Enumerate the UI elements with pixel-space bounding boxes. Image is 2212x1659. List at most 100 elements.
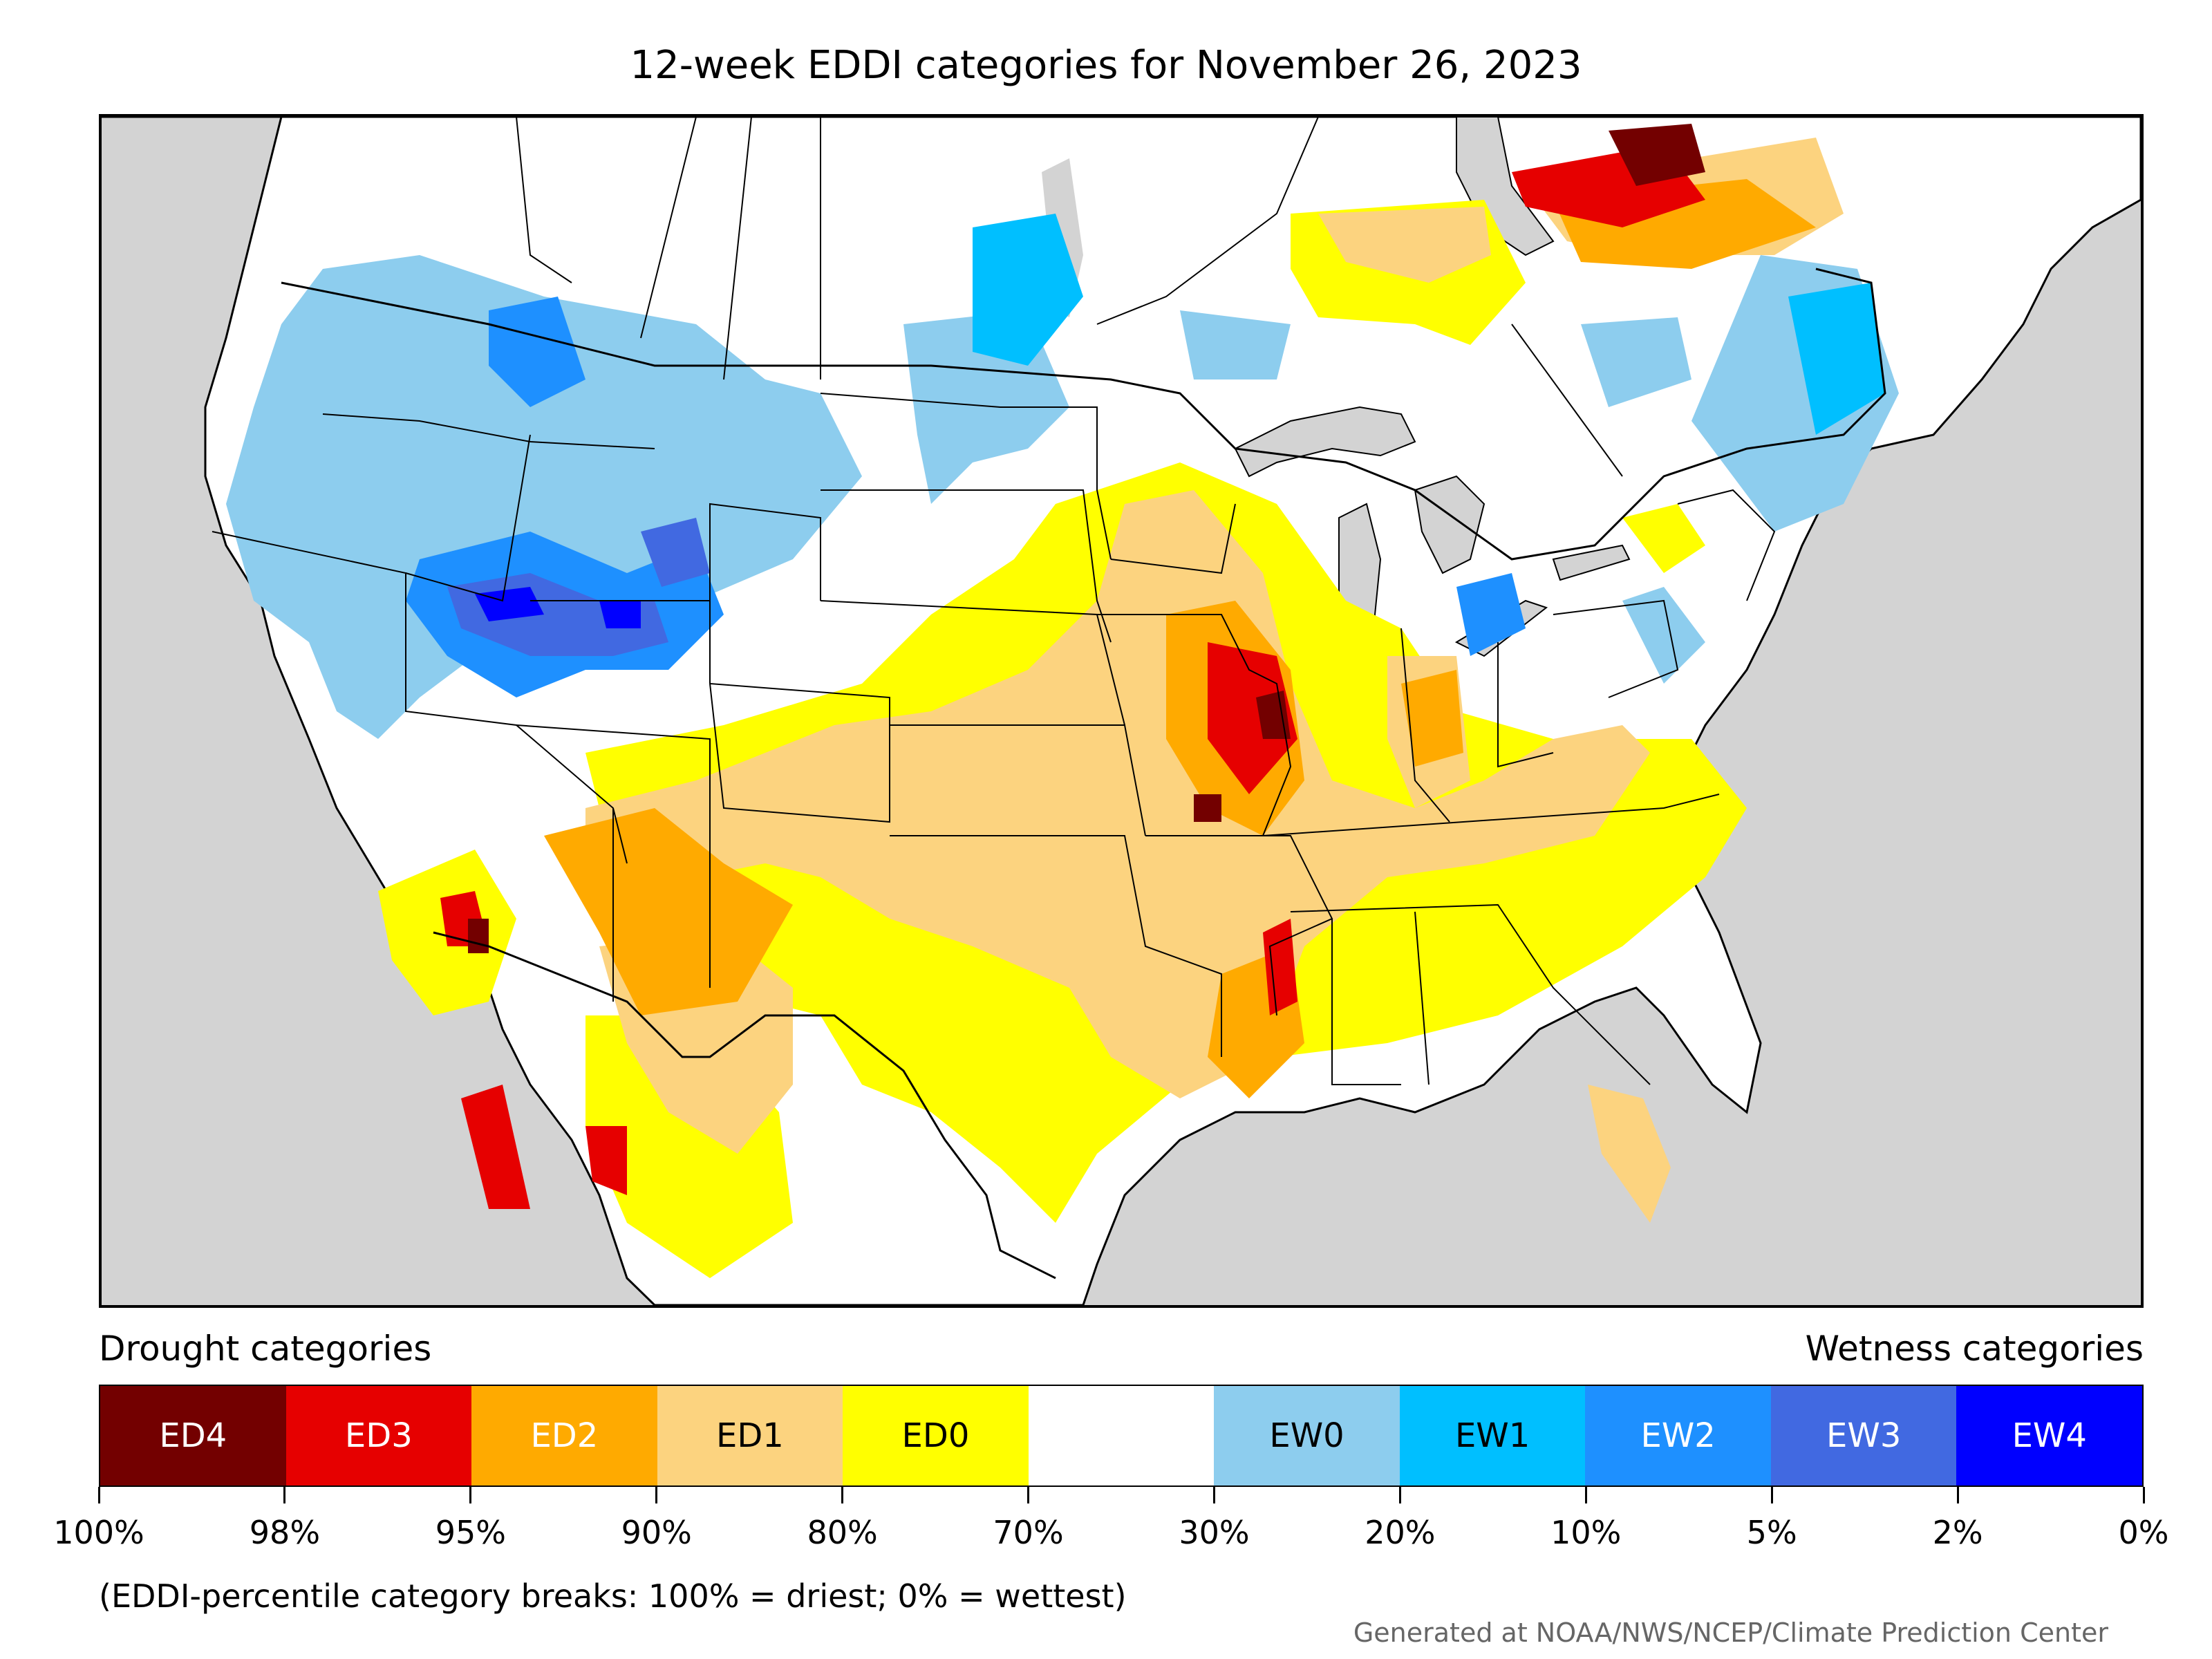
legend-tick [1398,1487,1401,1503]
state-line [820,393,1112,560]
state-line [1331,919,1401,1085]
eddi-category-patches [226,124,1899,1278]
legend-tick [1956,1487,1959,1503]
state-line [1497,642,1554,768]
legend-cell-ew0: EW0 [1214,1386,1400,1485]
legend-cell-ew1: EW1 [1399,1386,1586,1485]
patch-ew2 [489,297,585,407]
legend-break-label: 70% [993,1514,1064,1551]
state-line [821,489,1112,643]
legend-break-label: 10% [1550,1514,1622,1551]
patch-ew3 [641,518,710,587]
state-line [1414,911,1430,1085]
border-lines [281,268,1886,1280]
legend-cell-ew2: EW2 [1585,1386,1771,1485]
eddi-map [99,114,2144,1308]
patch-ew0 [1180,310,1291,379]
legend-break-label: 0% [2118,1514,2169,1551]
us-mexico-border [433,931,1056,1280]
patch-ew1 [973,214,1083,366]
state-line [1677,489,1776,601]
patch-ew1 [1788,283,1885,435]
legend-tick [469,1487,472,1503]
state-line [516,724,711,988]
legend-tick [1212,1487,1215,1503]
patch-ed2 [544,808,793,1015]
state-line [212,531,628,864]
legend-tick [1584,1487,1587,1503]
legend-cell-ed0: ED0 [843,1386,1029,1485]
state-line [1400,628,1450,823]
lake-ontario [1552,544,1631,581]
state-line [709,601,890,823]
legend-break-label: 5% [1746,1514,1797,1551]
legend-cell-ed2: ED2 [471,1386,657,1485]
wetness-categories-label: Wetness categories [1805,1329,2144,1369]
state-line [1110,503,1236,574]
legend-ticks [97,1487,2145,1508]
map-svg [102,117,2141,1305]
patch-ew0 [1622,587,1705,684]
us-canada-border [281,268,1886,561]
patch-ew4 [599,601,641,628]
legend-tick [97,1487,100,1503]
patch-ed4 [1194,794,1221,822]
patch-ed3 [1263,919,1297,1015]
patch-ed3 [461,1085,530,1209]
legend-tick [2142,1487,2145,1503]
legend-cell-ed1: ED1 [657,1386,843,1485]
category-legend: ED4 ED3 ED2 ED1 ED0 EW0 EW1 EW2 EW3 EW4 [99,1385,2144,1487]
category-note: (EDDI-percentile category breaks: 100% =… [99,1577,1127,1615]
legend-tick [1770,1487,1773,1503]
legend-cell-ew4: EW4 [1956,1386,2143,1485]
state-line [516,117,572,283]
state-line [1096,117,1319,325]
state-line [1511,324,1623,477]
patch-ed1 [1588,1085,1671,1223]
patch-ew4 [475,587,544,621]
patch-ed3 [585,1126,627,1195]
lake-superior [1234,406,1416,478]
legend-break-label: 20% [1365,1514,1436,1551]
legend-cell-ed3: ED3 [285,1386,472,1485]
state-line [405,434,531,602]
state-line [322,413,655,449]
patch-ed4 [468,919,489,953]
state-line [890,724,1146,836]
legend-break-label: 30% [1179,1514,1250,1551]
patch-ew0 [1581,317,1691,407]
patch-ed4 [1256,691,1291,739]
state-line [890,835,1222,1057]
patch-ed1 [585,490,1650,1098]
patch-ew2 [1456,573,1526,656]
legend-break-label: 2% [1932,1514,1983,1551]
state-line [1097,614,1292,836]
state-line [640,117,697,339]
legend-cell-neutral [1028,1386,1215,1485]
credit-text: Generated at NOAA/NWS/NCEP/Climate Predi… [1353,1618,2108,1648]
patch-ed4 [1609,124,1705,186]
state-line [723,117,752,380]
legend-break-label: 95% [435,1514,506,1551]
legend-break-label: 80% [807,1514,878,1551]
patch-ed1 [1318,207,1491,283]
state-line [1290,903,1651,1085]
legend-break-label: 90% [621,1514,692,1551]
legend-tick [841,1487,844,1503]
map-title: 12-week EDDI categories for November 26,… [630,43,1582,88]
legend-tick [1027,1487,1030,1503]
patch-ed0 [1622,504,1705,573]
legend-cell-ed4: ED4 [100,1386,286,1485]
legend-tick [283,1487,286,1503]
state-line [1262,794,1720,836]
legend-break-label: 100% [53,1514,144,1551]
legend-break-label: 98% [249,1514,321,1551]
legend-tick [655,1487,658,1503]
state-line [1553,599,1679,698]
patch-ew0 [226,255,862,739]
patch-ed3 [1208,642,1297,794]
patch-ed2 [1401,670,1463,767]
state-lines [212,117,1776,1085]
legend-cell-ew3: EW3 [1770,1386,1957,1485]
state-line [530,503,821,601]
